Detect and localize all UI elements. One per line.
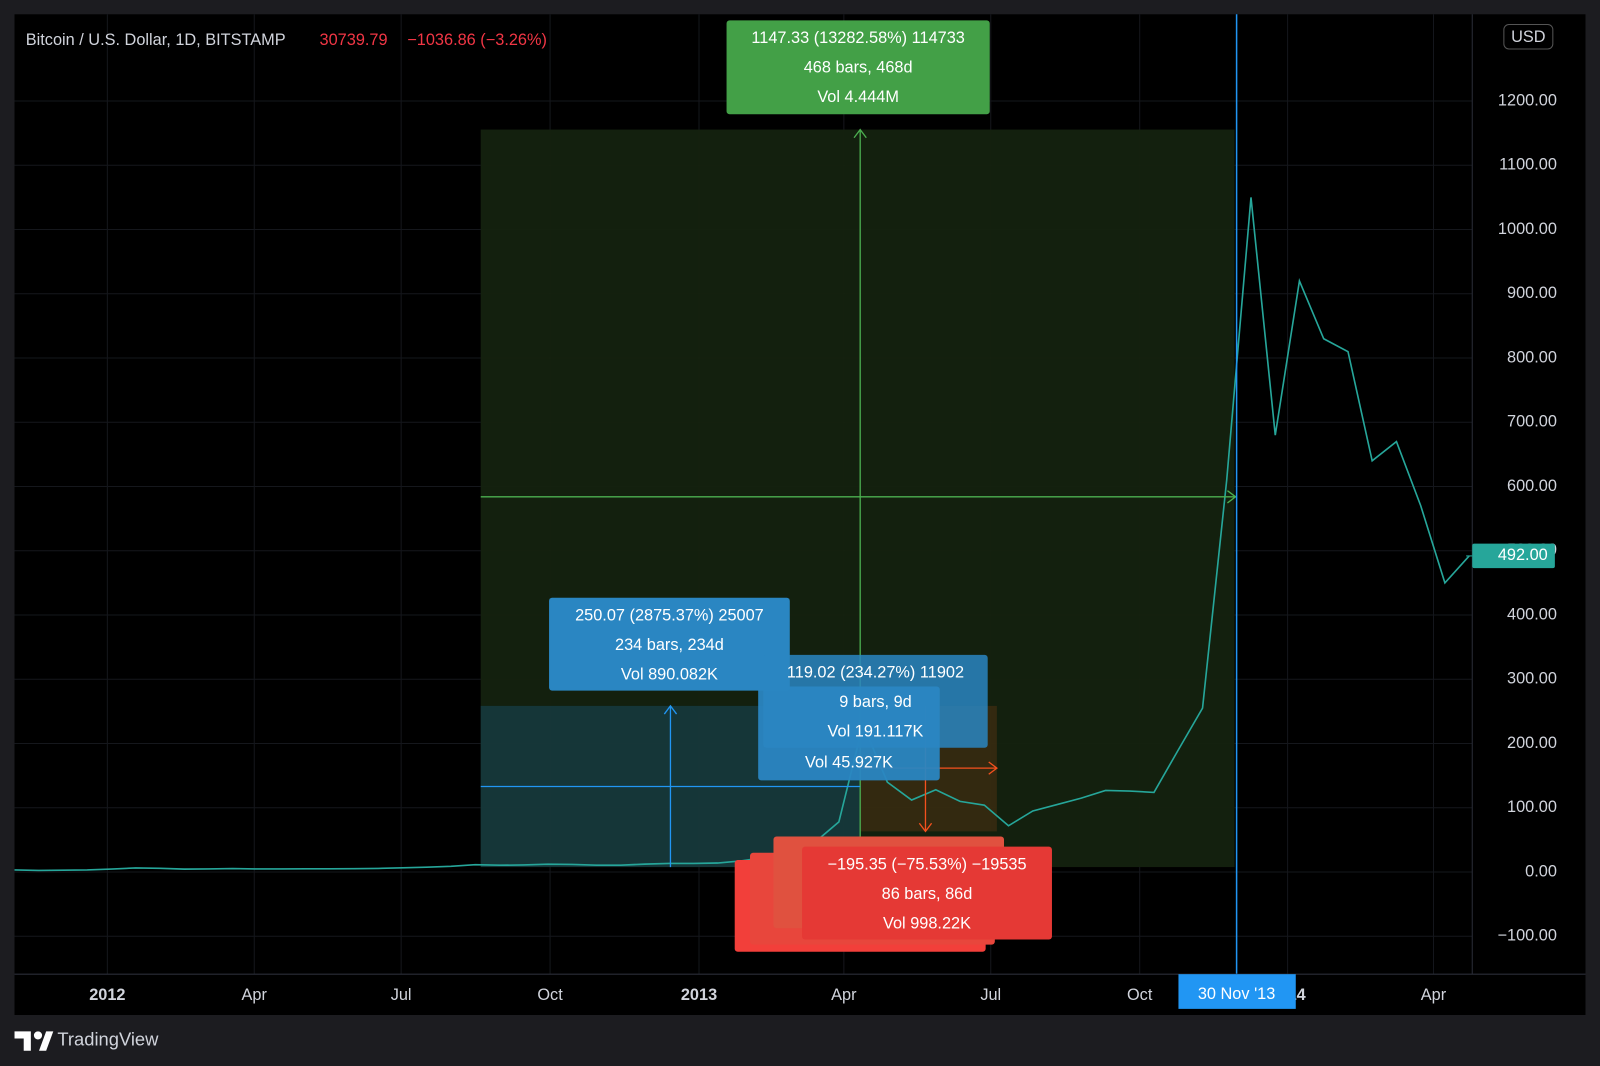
y-tick-label: 0.00 <box>1525 862 1557 880</box>
crosshair-label-bg <box>1178 974 1296 1009</box>
x-tick-label: 2012 <box>89 986 125 1004</box>
measure-box <box>726 20 990 115</box>
logo-mark <box>14 1031 31 1051</box>
y-tick-label: 1100.00 <box>1499 156 1557 174</box>
y-tick-label: 400.00 <box>1507 605 1557 623</box>
currency-button[interactable] <box>1503 23 1554 50</box>
y-tick-label: 900.00 <box>1507 284 1557 302</box>
y-tick-label: 1000.00 <box>1498 220 1557 238</box>
measure-box <box>802 846 1052 940</box>
y-tick-label: 800.00 <box>1507 348 1557 366</box>
y-tick-label: 700.00 <box>1507 413 1557 431</box>
y-tick-label: 200.00 <box>1507 734 1557 752</box>
measure-lines <box>480 704 861 868</box>
measure-text: 1147.33 (13282.58%) 114733 <box>751 29 964 47</box>
measure-text: 9 bars, 9d <box>839 693 912 711</box>
logo-mark <box>33 1031 43 1040</box>
x-tick-label: Jul <box>391 986 412 1004</box>
x-tick-label: Jul <box>980 986 1001 1004</box>
measure-box <box>763 654 988 748</box>
y-tick-label: 300.00 <box>1507 670 1557 688</box>
x-tick-label: Oct <box>1127 986 1153 1004</box>
x-tick-label: Oct <box>537 986 563 1004</box>
measure-text: 234 bars, 234d <box>615 636 724 654</box>
measure-text: −195.35 (−75.53%) −19535 <box>827 855 1026 873</box>
measure-text: Vol 890.082K <box>621 666 718 684</box>
logo-mark <box>39 1031 54 1051</box>
price-tag-label: 492.00 <box>1498 546 1548 564</box>
measure-text: 250.07 (2875.37%) 25007 <box>575 606 764 624</box>
measure-text: Vol 45.927K <box>805 753 893 771</box>
x-tick-label: Apr <box>1421 986 1447 1004</box>
measure-text: 468 bars, 468d <box>804 59 913 77</box>
measure-text: Vol 191.117K <box>828 723 924 741</box>
price-change: −1036.86 (−3.26%) <box>407 31 547 49</box>
currency[interactable]: USD <box>1511 28 1545 46</box>
measure-box <box>549 597 790 691</box>
measure-text: 119.02 (234.27%) 11902 <box>787 664 964 682</box>
y-tick-label: −100.00 <box>1497 927 1556 945</box>
x-tick-label: Apr <box>242 986 268 1004</box>
price-tag <box>1472 543 1555 569</box>
logo[interactable]: TradingView <box>14 1028 160 1051</box>
crosshair-label: 30 Nov '13 <box>1198 985 1275 1003</box>
y-tick-label: 1200.00 <box>1498 91 1557 109</box>
x-tick-label: Apr <box>831 986 857 1004</box>
brand[interactable]: TradingView <box>57 1028 159 1049</box>
measure-text: Vol 998.22K <box>883 915 971 933</box>
measure-text: 86 bars, 86d <box>882 885 973 903</box>
y-tick-label: 600.00 <box>1507 477 1557 495</box>
x-tick-label: 2013 <box>681 986 717 1004</box>
y-tick-label: 100.00 <box>1507 798 1557 816</box>
symbol: Bitcoin / U.S. Dollar, 1D, BITSTAMP <box>26 31 286 49</box>
measure-text: Vol 4.444M <box>817 88 899 106</box>
last-price: 30739.79 <box>320 31 388 49</box>
